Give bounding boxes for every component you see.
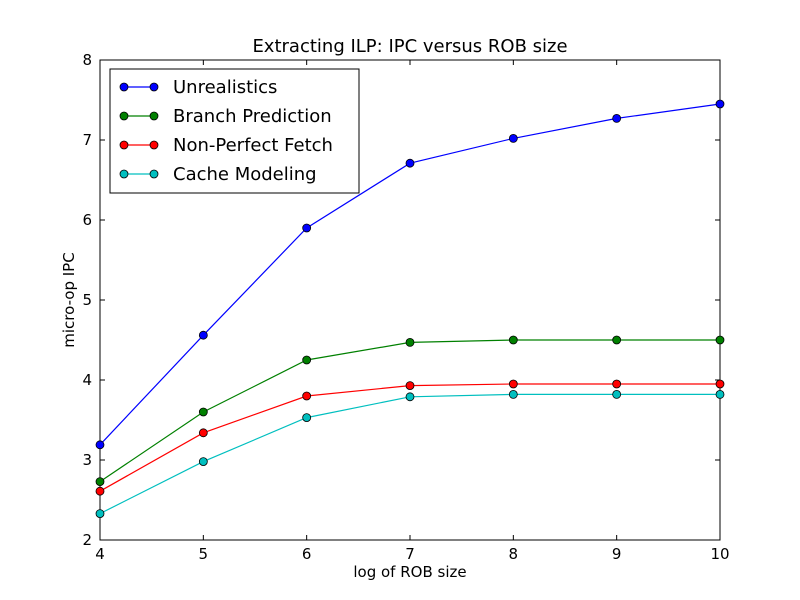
legend-marker [149,169,159,179]
data-point [302,355,312,365]
x-tick-label: 4 [95,545,105,563]
data-point [715,99,725,109]
data-point [715,379,725,389]
legend-marker [149,82,159,92]
legend-marker [149,140,159,150]
data-point [405,381,415,391]
legend-marker [119,82,129,92]
x-tick-label: 7 [405,545,415,563]
y-tick-label: 7 [82,131,92,149]
data-point [95,509,105,518]
series-2 [95,379,725,496]
data-point [612,335,622,345]
series-1 [95,335,725,487]
legend-label: Cache Modeling [173,164,317,185]
data-point [198,457,208,467]
data-point [612,114,622,123]
data-point [405,392,415,402]
data-point [198,428,208,438]
y-tick-label: 4 [82,371,92,389]
x-axis-label: log of ROB size [353,563,466,581]
data-point [508,379,518,389]
legend-marker [119,169,129,179]
data-point [715,389,725,399]
legend-label: Branch Prediction [173,106,332,127]
series-0 [95,99,725,450]
data-point [508,335,518,345]
data-point [198,330,208,340]
data-point [198,407,208,417]
data-point [302,223,312,233]
y-axis-label: micro-op IPC [60,252,78,347]
legend: Unrealistics Branch Prediction Non-Perfect… [109,68,360,194]
chart-title: Extracting ILP: IPC versus ROB size [252,36,567,57]
data-point [508,133,518,143]
data-point [302,413,312,423]
data-point [405,337,415,347]
legend-label: Non-Perfect Fetch [173,135,333,156]
x-tick-label: 5 [199,545,209,563]
data-point [405,158,415,168]
data-point [715,335,725,345]
data-point [95,440,105,450]
x-tick-label: 6 [302,545,312,563]
data-point [612,379,622,389]
y-tick-label: 8 [82,51,92,69]
legend-marker [119,111,129,121]
y-tick-label: 5 [82,291,92,309]
legend-marker [149,111,159,121]
data-point [302,391,312,401]
y-tick-label: 2 [82,531,92,549]
y-tick-label: 3 [82,451,92,469]
y-tick-label: 6 [82,211,92,229]
data-point [95,486,105,496]
data-point [508,389,518,399]
x-tick-label: 9 [612,545,622,563]
data-point [95,477,105,487]
legend-label: Unrealistics [173,77,277,98]
series-3 [95,389,725,518]
data-point [612,389,622,399]
x-tick-label: 10 [710,545,729,563]
legend-marker [119,140,129,150]
x-tick-label: 8 [509,545,519,563]
